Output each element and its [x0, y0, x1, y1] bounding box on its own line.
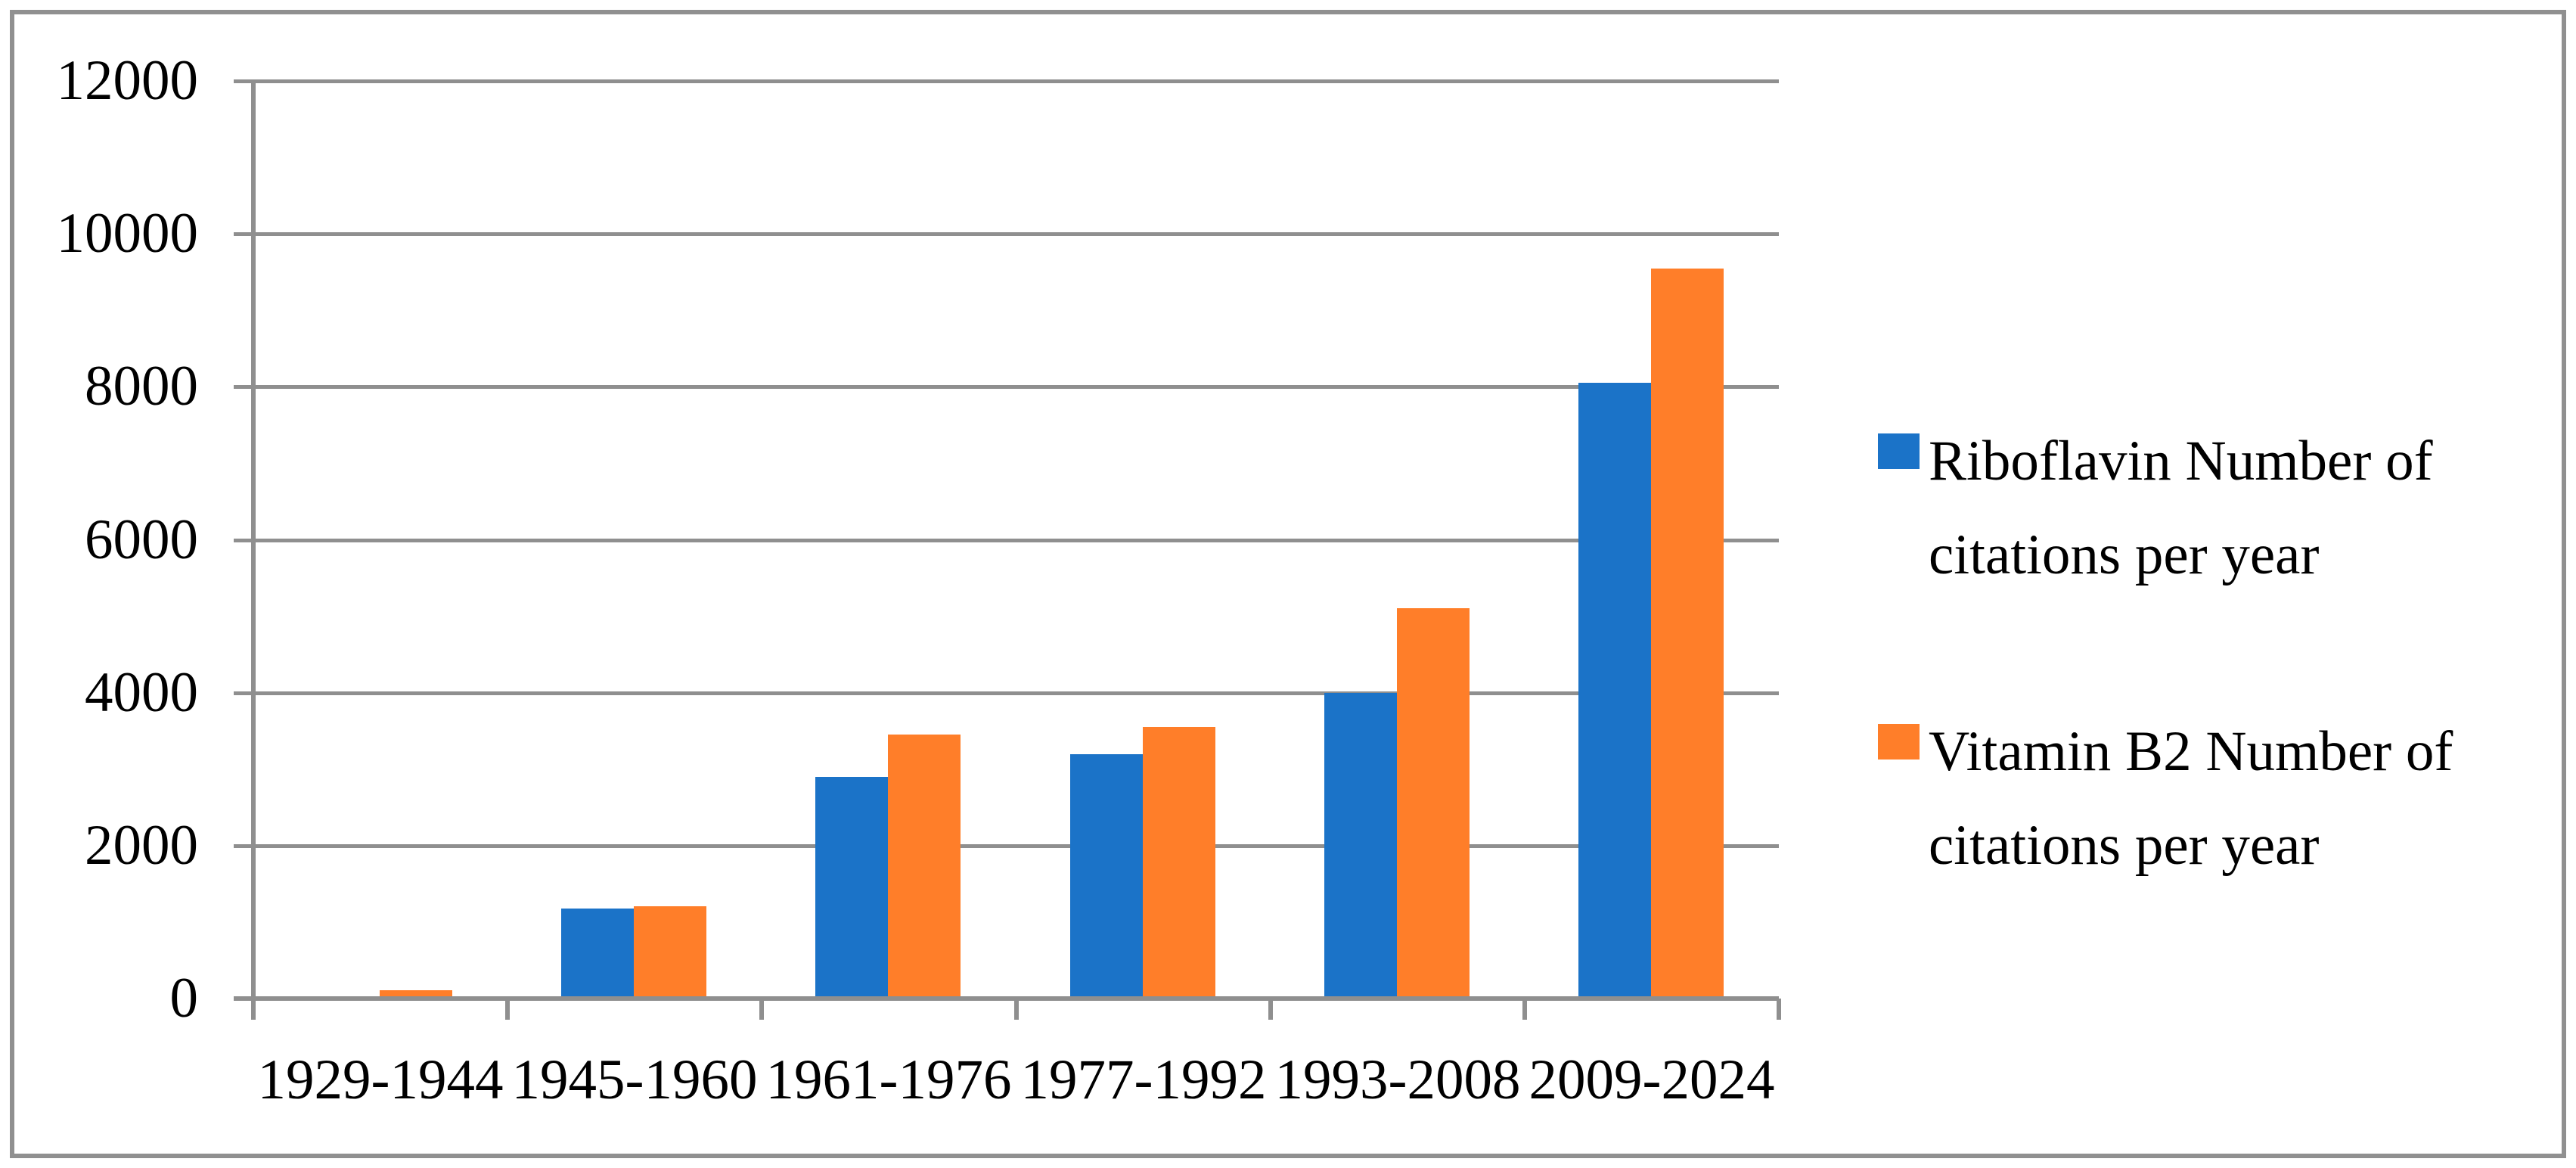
vitaminB2-bar-1945-1960: [634, 906, 706, 996]
x-axis-tick-4: [1268, 999, 1273, 1020]
riboflavin-bar-2009-2024: [1578, 383, 1651, 996]
x-axis-label-1929-1944: 1929-1944: [257, 1048, 504, 1111]
x-axis-label-1977-1992: 1977-1992: [1020, 1048, 1267, 1111]
vitaminB2-bar-1977-1992: [1143, 727, 1215, 996]
legend-label: Riboflavin Number of citations per year: [1929, 430, 2433, 586]
x-axis-label-1961-1976: 1961-1976: [765, 1048, 1012, 1111]
vitaminB2-bar-2009-2024: [1651, 269, 1724, 996]
y-axis-label-0: 0: [169, 967, 199, 1030]
riboflavin-bar-1961-1976: [815, 777, 888, 996]
x-axis-tick-5: [1522, 999, 1527, 1020]
gridline-10000: [253, 232, 1779, 236]
y-axis-tick-4000: [234, 691, 253, 695]
gridline-4000: [253, 691, 1779, 695]
gridline-12000: [253, 79, 1779, 83]
gridline-2000: [253, 844, 1779, 848]
riboflavin-bar-1977-1992: [1070, 754, 1143, 996]
x-axis-tick-0: [251, 999, 256, 1020]
plot-area: [253, 81, 1779, 999]
y-axis-tick-8000: [234, 385, 253, 389]
chart-outer-border: [10, 10, 2566, 1158]
riboflavin-bar-1945-1960: [561, 909, 634, 996]
x-axis-label-1993-2008: 1993-2008: [1274, 1048, 1521, 1111]
y-axis-tick-2000: [234, 844, 253, 848]
gridline-6000: [253, 539, 1779, 542]
x-axis-line: [234, 996, 1779, 1001]
y-axis-label-2000: 2000: [85, 814, 198, 877]
x-axis-tick-6: [1777, 999, 1781, 1020]
x-axis-label-1945-1960: 1945-1960: [511, 1048, 758, 1111]
gridline-8000: [253, 385, 1779, 389]
y-axis-label-6000: 6000: [85, 508, 198, 571]
y-axis-tick-12000: [234, 79, 253, 83]
x-axis-tick-1: [505, 999, 510, 1020]
y-axis-label-10000: 10000: [56, 202, 199, 265]
legend-swatch-icon: [1878, 433, 1920, 469]
legend-swatch-icon: [1878, 724, 1920, 760]
legend-label: Vitamin B2 Number of citations per year: [1929, 720, 2453, 877]
x-axis-tick-2: [759, 999, 764, 1020]
vitaminB2-bar-1993-2008: [1397, 608, 1470, 996]
y-axis-label-12000: 12000: [56, 49, 199, 112]
vitaminB2-bar-1961-1976: [888, 735, 961, 996]
y-axis-label-8000: 8000: [85, 355, 198, 418]
y-axis-tick-10000: [234, 232, 253, 236]
x-axis-label-2009-2024: 2009-2024: [1529, 1048, 1775, 1111]
vitaminB2-bar-1929-1944: [380, 990, 452, 996]
y-axis-line: [251, 81, 256, 1020]
riboflavin-bar-1993-2008: [1324, 693, 1397, 996]
y-axis-tick-6000: [234, 539, 253, 542]
y-axis-label-4000: 4000: [85, 661, 198, 724]
x-axis-tick-3: [1014, 999, 1019, 1020]
